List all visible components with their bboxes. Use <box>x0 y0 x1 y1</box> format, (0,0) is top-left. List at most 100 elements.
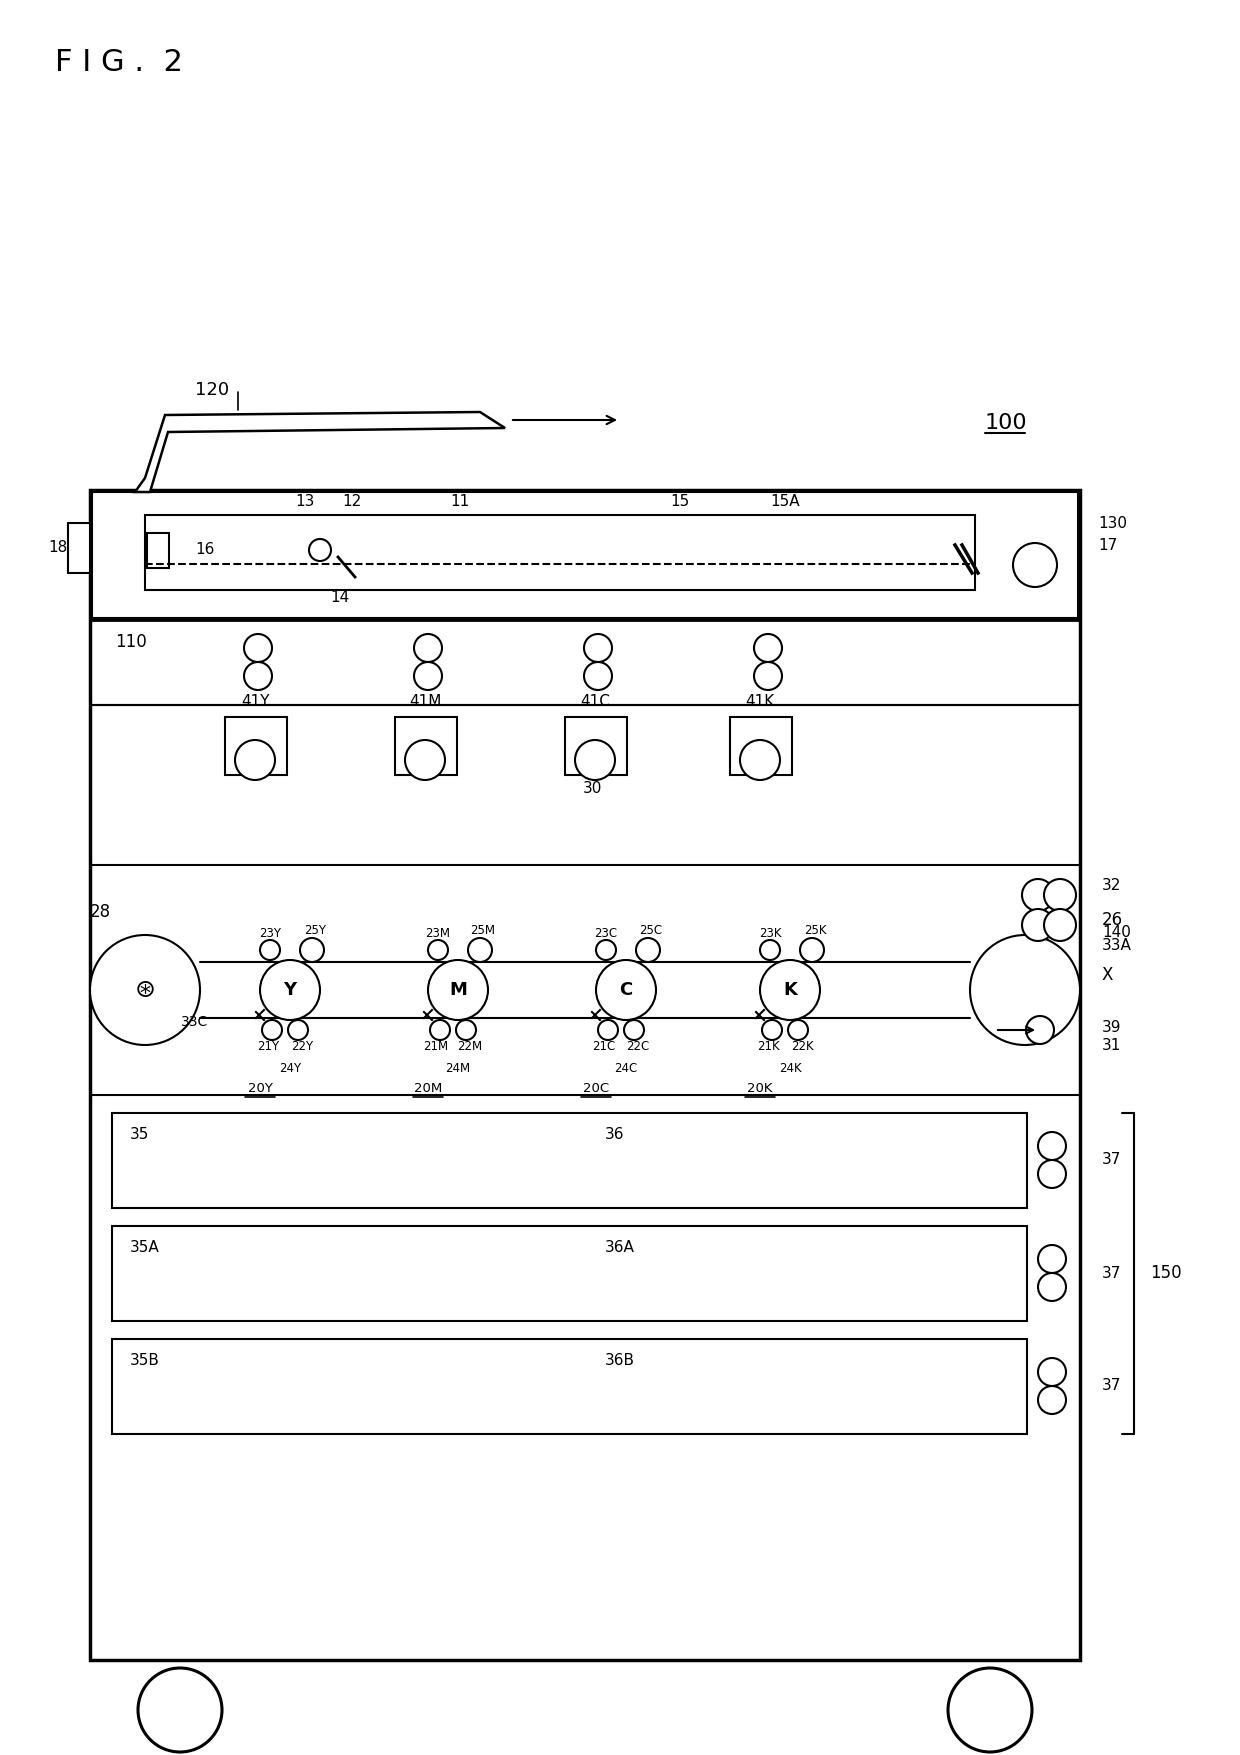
Text: 20M: 20M <box>414 1081 443 1095</box>
Text: 25M: 25M <box>470 923 496 937</box>
Text: 13: 13 <box>295 493 315 509</box>
Circle shape <box>760 941 780 960</box>
Text: 24Y: 24Y <box>279 1062 301 1074</box>
Circle shape <box>1022 879 1054 911</box>
Circle shape <box>800 937 825 962</box>
Bar <box>565 718 627 776</box>
Circle shape <box>1038 1160 1066 1188</box>
Circle shape <box>1044 879 1076 911</box>
Circle shape <box>1025 1016 1054 1044</box>
Text: 16: 16 <box>195 542 215 558</box>
Text: 22C: 22C <box>626 1041 650 1053</box>
Circle shape <box>260 941 280 960</box>
Circle shape <box>787 1020 808 1041</box>
Circle shape <box>1038 1386 1066 1415</box>
Circle shape <box>763 1020 782 1041</box>
Circle shape <box>456 1020 476 1041</box>
Text: 21K: 21K <box>756 1041 779 1053</box>
Text: 21Y: 21Y <box>257 1041 279 1053</box>
Text: 18: 18 <box>48 541 68 556</box>
Bar <box>92 491 1078 618</box>
Text: 20K: 20K <box>748 1081 773 1095</box>
Text: 15: 15 <box>671 493 689 509</box>
Text: 22M: 22M <box>458 1041 482 1053</box>
Circle shape <box>1038 1132 1066 1160</box>
Circle shape <box>1038 1244 1066 1272</box>
Circle shape <box>754 634 782 662</box>
Text: 23Y: 23Y <box>259 927 281 939</box>
Text: 11: 11 <box>450 493 470 509</box>
Circle shape <box>584 634 613 662</box>
Circle shape <box>584 662 613 690</box>
Circle shape <box>138 1667 222 1751</box>
Bar <box>112 1227 1027 1322</box>
Circle shape <box>428 960 489 1020</box>
Text: 36B: 36B <box>605 1353 635 1367</box>
Text: 110: 110 <box>115 634 146 651</box>
Text: X: X <box>1102 965 1114 985</box>
Text: 23C: 23C <box>594 927 618 939</box>
Text: 25Y: 25Y <box>304 923 326 937</box>
Circle shape <box>260 960 320 1020</box>
Text: 32: 32 <box>1102 878 1121 893</box>
Text: 41Y: 41Y <box>241 693 269 709</box>
Text: 22Y: 22Y <box>291 1041 312 1053</box>
Text: M: M <box>449 981 467 999</box>
Text: 30: 30 <box>583 781 601 795</box>
Circle shape <box>300 937 324 962</box>
Text: 24C: 24C <box>614 1062 637 1074</box>
Circle shape <box>740 741 780 779</box>
Circle shape <box>624 1020 644 1041</box>
Text: 35: 35 <box>130 1127 149 1143</box>
Circle shape <box>754 662 782 690</box>
Text: 140: 140 <box>1102 925 1131 939</box>
Circle shape <box>262 1020 281 1041</box>
Circle shape <box>598 1020 618 1041</box>
Circle shape <box>636 937 660 962</box>
Circle shape <box>1022 909 1054 941</box>
Text: 35A: 35A <box>130 1241 160 1255</box>
Circle shape <box>1013 542 1056 586</box>
Circle shape <box>414 662 441 690</box>
Text: 21C: 21C <box>593 1041 615 1053</box>
Text: 37: 37 <box>1102 1153 1121 1167</box>
Text: ⊛: ⊛ <box>134 978 155 1002</box>
Circle shape <box>309 539 331 562</box>
Circle shape <box>430 1020 450 1041</box>
Text: 15A: 15A <box>770 493 800 509</box>
Bar <box>112 1113 1027 1207</box>
Circle shape <box>288 1020 308 1041</box>
Text: 150: 150 <box>1149 1265 1182 1283</box>
Bar <box>91 490 1080 1660</box>
Circle shape <box>949 1667 1032 1751</box>
Text: 25C: 25C <box>640 923 662 937</box>
Circle shape <box>428 941 448 960</box>
Text: C: C <box>619 981 632 999</box>
Text: 21M: 21M <box>423 1041 449 1053</box>
Text: 33A: 33A <box>1102 937 1132 953</box>
Text: 23K: 23K <box>759 927 781 939</box>
Text: 100: 100 <box>985 412 1028 433</box>
Text: 37: 37 <box>1102 1378 1121 1393</box>
Text: Y: Y <box>284 981 296 999</box>
Text: 41M: 41M <box>409 693 441 709</box>
Text: 23M: 23M <box>425 927 450 939</box>
Text: 12: 12 <box>342 493 362 509</box>
Bar <box>68 523 91 572</box>
Text: 20C: 20C <box>583 1081 609 1095</box>
Text: 41C: 41C <box>580 693 610 709</box>
Text: 25K: 25K <box>804 923 826 937</box>
Text: 24M: 24M <box>445 1062 470 1074</box>
Text: 31: 31 <box>1102 1037 1121 1053</box>
Text: 36: 36 <box>605 1127 625 1143</box>
Text: 39: 39 <box>1102 1020 1121 1035</box>
Text: 37: 37 <box>1102 1265 1121 1281</box>
Bar <box>148 534 169 569</box>
Text: K: K <box>784 981 797 999</box>
Text: 17: 17 <box>1097 537 1117 553</box>
Text: 14: 14 <box>330 590 350 604</box>
Circle shape <box>760 960 820 1020</box>
Circle shape <box>244 662 272 690</box>
Circle shape <box>1044 909 1076 941</box>
Circle shape <box>575 741 615 779</box>
